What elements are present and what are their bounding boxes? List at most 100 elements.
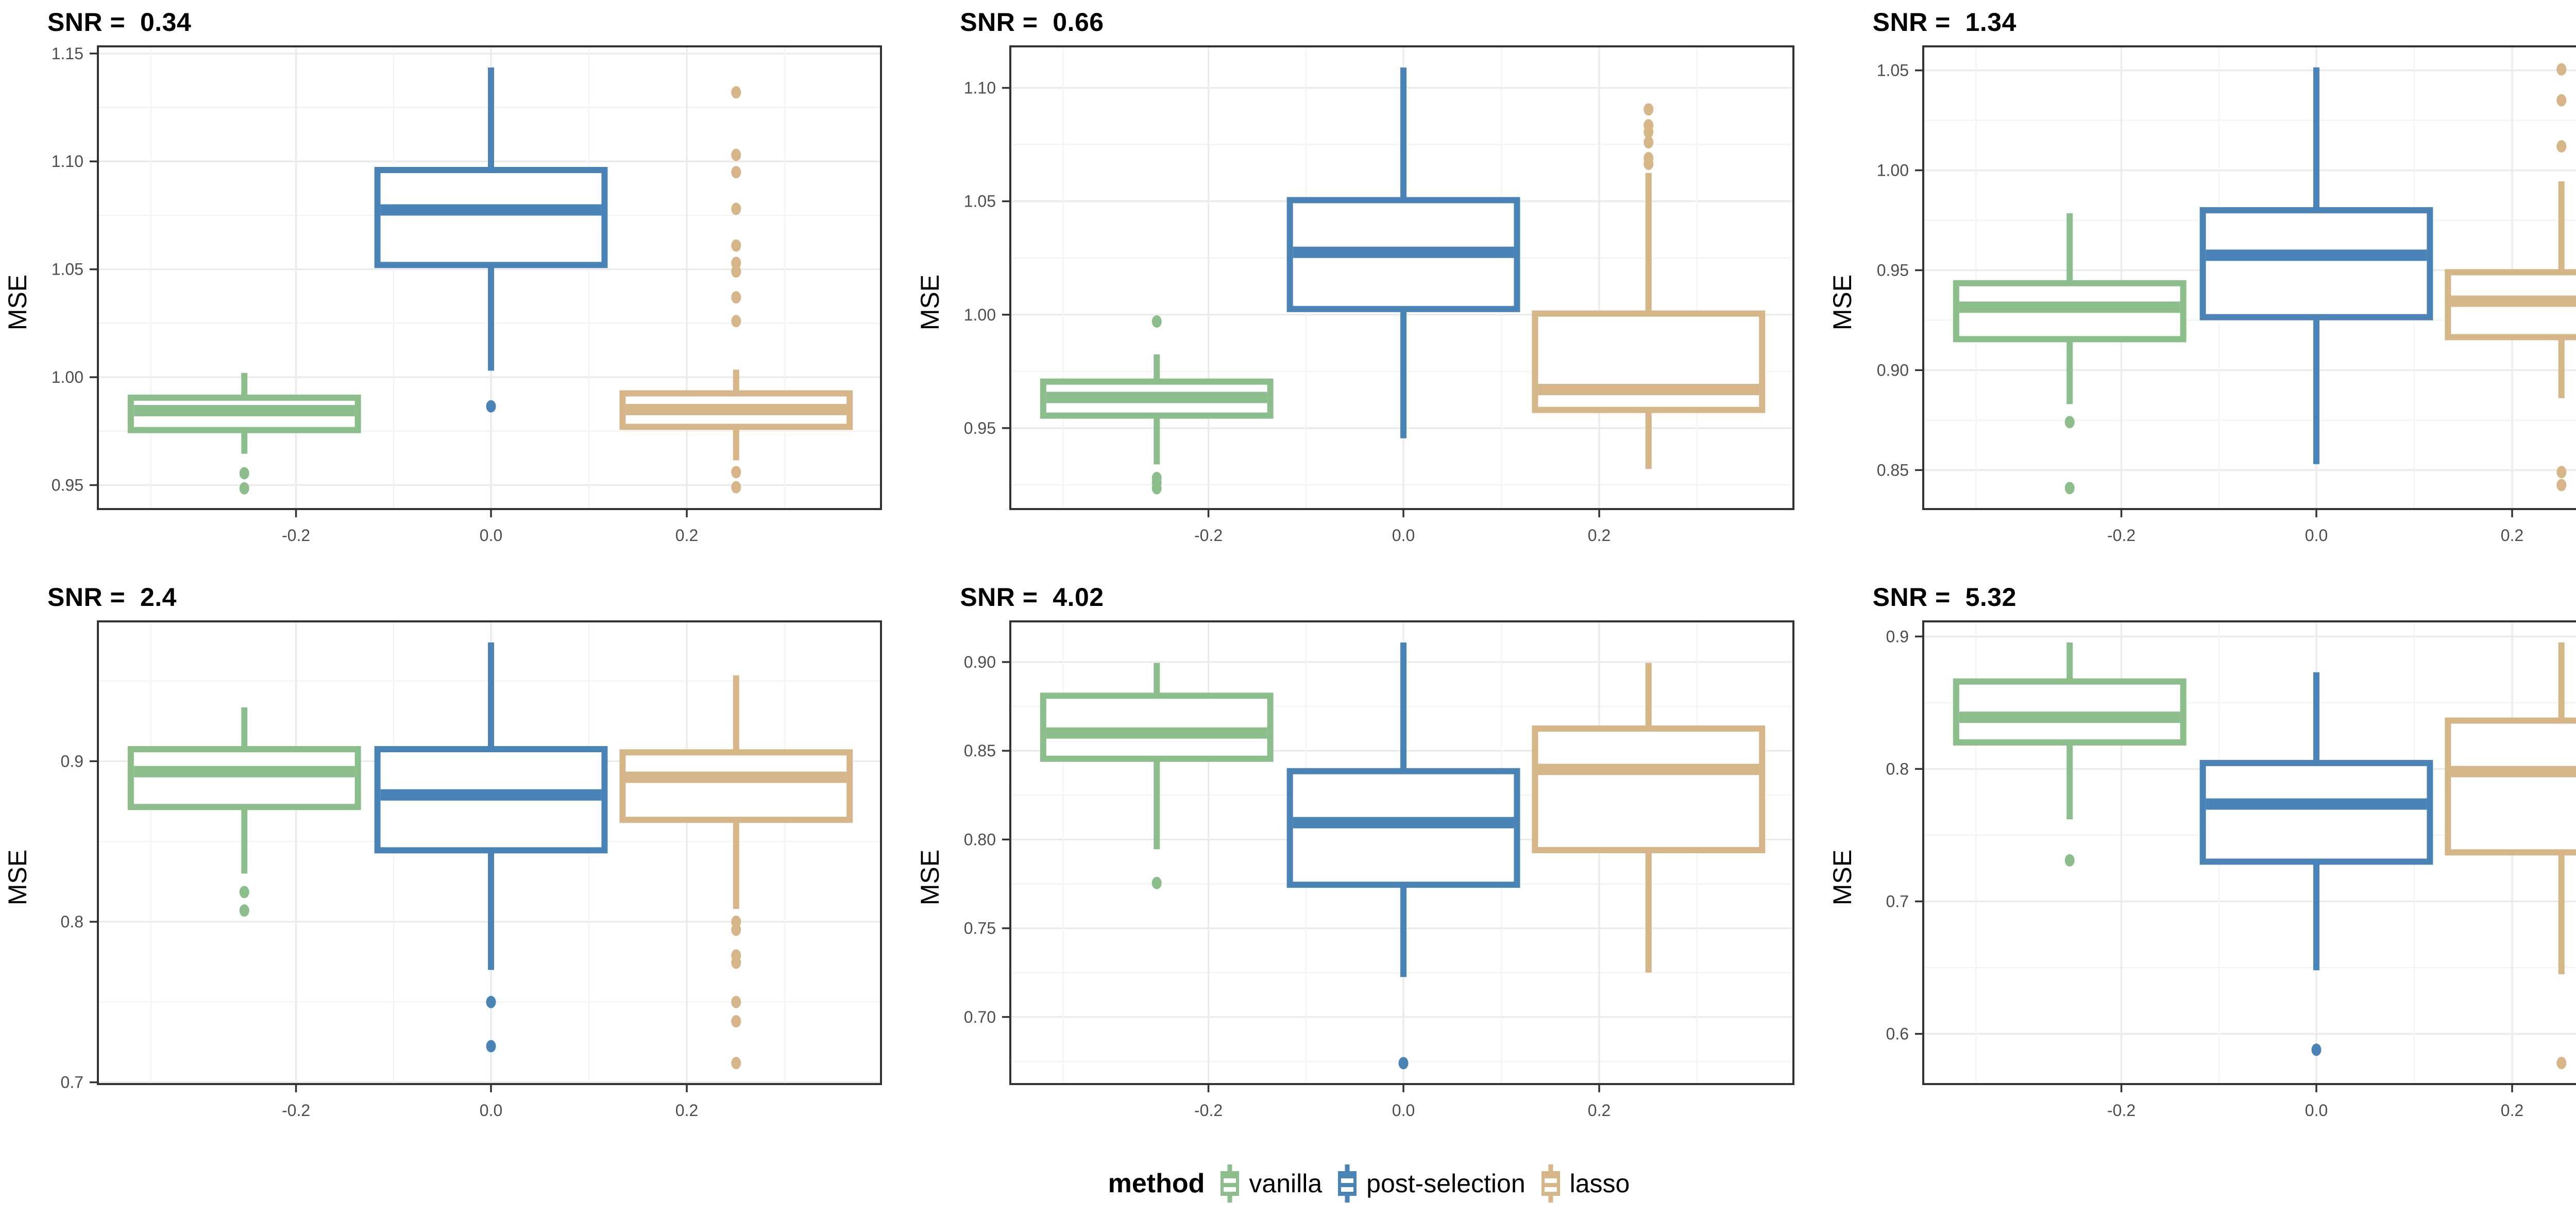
outlier-point xyxy=(2556,63,2566,76)
facet-panel: SNR = 2.4 MSE 0.7 0.8 0.9 -0.2 0.0 0.2 xyxy=(0,575,912,1150)
outlier-point xyxy=(731,956,741,969)
legend-item-label: lasso xyxy=(1569,1169,1630,1198)
y-axis: 0.95 1.00 1.05 1.10 xyxy=(964,79,1011,437)
facet-grid: SNR = 0.34 MSE 0.95 1.00 1.05 1.10 1.15 -0.2 0.0… xyxy=(0,0,2576,1150)
panel-body: MSE 0.7 0.8 0.9 -0.2 0.0 0.2 xyxy=(0,617,912,1138)
y-axis: 0.85 0.90 0.95 1.00 1.05 xyxy=(1876,61,1923,479)
x-axis: -0.2 0.0 0.2 xyxy=(2107,1084,2523,1120)
y-tick-label: 0.7 xyxy=(1886,892,1908,910)
x-tick-label: 0.2 xyxy=(2500,526,2523,545)
outlier-point xyxy=(486,1040,496,1053)
outlier-point xyxy=(1152,876,1162,889)
y-axis-title: MSE xyxy=(3,849,32,906)
y-axis: 0.7 0.8 0.9 xyxy=(61,752,98,1092)
glyph-stripe xyxy=(1341,1178,1354,1183)
outlier-point xyxy=(239,482,249,495)
y-tick-label: 0.95 xyxy=(964,419,996,437)
y-tick-label: 0.8 xyxy=(1886,759,1908,778)
box-lasso xyxy=(1532,103,1766,469)
y-tick-label: 1.05 xyxy=(964,192,996,211)
x-tick-label: 0.0 xyxy=(1392,1101,1415,1120)
glyph-stripe xyxy=(1341,1187,1354,1192)
median-band xyxy=(1046,392,1267,403)
y-tick-label: 0.90 xyxy=(964,653,996,671)
panel-title: SNR = 2.4 xyxy=(47,583,177,612)
x-tick-label: 0.2 xyxy=(1588,526,1611,545)
facet-panel: SNR = 0.66 MSE 0.95 1.00 1.05 1.10 -0.2 0.0 0.2 xyxy=(912,0,1825,575)
y-tick-label: 1.00 xyxy=(52,368,83,386)
outlier-point xyxy=(1152,482,1162,495)
y-axis-title: MSE xyxy=(916,849,945,906)
legend-title: method xyxy=(1108,1169,1205,1198)
outlier-point xyxy=(239,467,249,480)
x-tick-label: -0.2 xyxy=(1194,526,1223,545)
y-tick-label: 1.10 xyxy=(964,79,996,97)
y-tick-label: 0.80 xyxy=(964,830,996,849)
outlier-point xyxy=(1643,158,1654,171)
facet-panel: SNR = 5.32 MSE 0.6 0.7 0.8 0.9 -0.2 0.0 0.2 xyxy=(1825,575,2576,1150)
box-lasso xyxy=(2445,63,2576,492)
glyph-box xyxy=(1541,1171,1560,1196)
x-axis: -0.2 0.0 0.2 xyxy=(1194,1084,1611,1120)
y-axis-title: MSE xyxy=(1828,274,1857,331)
panel-title: SNR = 0.66 xyxy=(960,8,1104,37)
boxplot-glyph-icon xyxy=(1221,1164,1240,1203)
iqr-box xyxy=(1532,310,1766,413)
facet-panel: SNR = 0.34 MSE 0.95 1.00 1.05 1.10 1.15 -0.2 0.0… xyxy=(0,0,912,575)
y-axis: 0.70 0.75 0.80 0.85 0.90 xyxy=(964,653,1011,1026)
iqr-box xyxy=(1040,692,1274,762)
legend-item-post-selection: post-selection xyxy=(1335,1164,1526,1203)
x-axis: -0.2 0.0 0.2 xyxy=(282,509,698,545)
x-tick-label: -0.2 xyxy=(282,526,310,545)
y-tick-label: 1.00 xyxy=(1876,161,1908,180)
outlier-point xyxy=(731,291,741,304)
y-axis-title: MSE xyxy=(1828,849,1857,906)
y-tick-label: 0.6 xyxy=(1886,1025,1908,1043)
box-vanilla xyxy=(1040,663,1274,889)
median-band xyxy=(1538,764,1759,775)
median-band xyxy=(380,789,602,801)
outlier-point xyxy=(1398,1057,1409,1070)
iqr-box xyxy=(619,749,853,823)
panel-title: SNR = 5.32 xyxy=(1872,583,2016,612)
outlier-point xyxy=(731,923,741,936)
median-band xyxy=(1538,384,1759,396)
outlier-point xyxy=(1643,136,1654,149)
median-band xyxy=(1293,817,1514,829)
median-band xyxy=(380,204,602,216)
y-tick-label: 1.00 xyxy=(964,306,996,324)
y-tick-label: 0.75 xyxy=(964,919,996,938)
box-vanilla xyxy=(1953,642,2187,867)
x-tick-label: 0.0 xyxy=(2304,526,2327,545)
box-vanilla xyxy=(127,373,361,495)
median-band xyxy=(1046,727,1267,739)
legend-item-lasso: lasso xyxy=(1539,1164,1630,1203)
panel-body: MSE 0.6 0.7 0.8 0.9 -0.2 0.0 0.2 xyxy=(1825,617,2576,1138)
box-lasso xyxy=(2445,642,2576,1070)
panel-body: MSE 0.95 1.00 1.05 1.10 1.15 -0.2 0.0 0.2 xyxy=(0,42,912,563)
outlier-point xyxy=(731,1015,741,1028)
iqr-box xyxy=(2445,717,2576,856)
glyph-stripe xyxy=(1544,1187,1557,1192)
y-tick-label: 0.7 xyxy=(61,1073,83,1092)
box-lasso xyxy=(619,86,853,494)
y-tick-label: 0.95 xyxy=(52,476,83,495)
boxplot-panel-svg: 0.95 1.00 1.05 1.10 1.15 -0.2 0.0 0.2 xyxy=(52,44,882,545)
panel-border xyxy=(1922,45,2576,510)
outlier-point xyxy=(239,886,249,899)
outlier-point xyxy=(2064,482,2075,495)
median-band xyxy=(1293,246,1514,258)
x-tick-label: 0.0 xyxy=(2304,1101,2327,1120)
outlier-point xyxy=(731,1057,741,1070)
panel-body: MSE 0.70 0.75 0.80 0.85 0.90 -0.2 0.0 0.2 xyxy=(912,617,1825,1138)
y-tick-label: 0.9 xyxy=(1886,627,1908,646)
panel-border xyxy=(97,620,882,1085)
legend-item-label: vanilla xyxy=(1249,1169,1323,1198)
x-axis: -0.2 0.0 0.2 xyxy=(1194,509,1611,545)
outlier-point xyxy=(486,400,496,413)
glyph-stripe xyxy=(1224,1187,1236,1192)
outlier-point xyxy=(731,166,741,179)
y-tick-label: 0.85 xyxy=(1876,461,1908,479)
median-band xyxy=(2451,295,2576,307)
x-tick-label: 0.2 xyxy=(2500,1101,2523,1120)
